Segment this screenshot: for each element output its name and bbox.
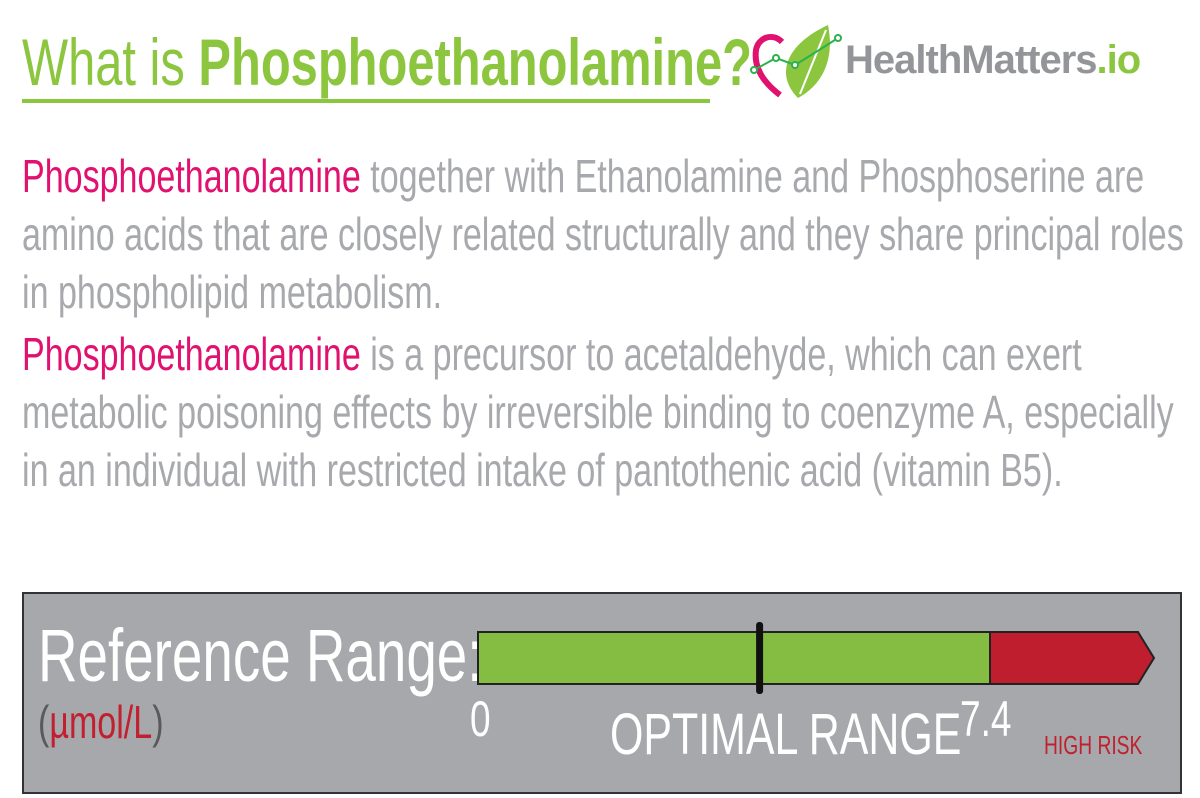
body-text: in phospholipid metabolism.	[22, 266, 443, 318]
value-marker	[756, 622, 764, 694]
body-line: Phosphoethanolamine is a precursor to ac…	[22, 326, 1200, 382]
range-bar	[477, 622, 1156, 694]
body-line-text: in an individual with restricted intake …	[22, 442, 1063, 498]
body-line-text: amino acids that are closely related str…	[22, 206, 1184, 262]
body-text: metabolic poisoning effects by irreversi…	[22, 386, 1174, 438]
heart-leaf-icon	[750, 25, 842, 98]
logo-suffix: .io	[1096, 38, 1142, 82]
highlight-term: Phosphoethanolamine	[22, 150, 361, 202]
title-underline	[22, 99, 710, 103]
reference-range-panel: Reference Range: (µmol/L) 0 OPTIMAL RANG…	[22, 592, 1182, 794]
body-line: metabolic poisoning effects by irreversi…	[22, 384, 1200, 440]
body-text: together with Ethanolamine and Phosphose…	[360, 150, 1145, 202]
body-line: amino acids that are closely related str…	[22, 206, 1200, 262]
body-line: Phosphoethanolamine together with Ethano…	[22, 148, 1200, 204]
optimal-range-label: OPTIMAL RANGE	[610, 706, 1085, 764]
optimal-text: OPTIMAL RANGE	[610, 702, 962, 767]
body-text: is a precursor to acetaldehyde, which ca…	[360, 328, 1082, 380]
paren-close: )	[152, 696, 164, 748]
page-title: What is Phosphoethanolamine?	[22, 22, 1008, 102]
logo-name: HealthMatters	[845, 38, 1098, 82]
range-max-label: 7.4	[960, 694, 1030, 744]
highlight-term: Phosphoethanolamine	[22, 328, 361, 380]
optimal-segment	[477, 631, 991, 685]
body-text: in an individual with restricted intake …	[22, 444, 1063, 496]
logo-text: HealthMatters.io	[845, 38, 1142, 83]
body-line-text: metabolic poisoning effects by irreversi…	[22, 384, 1174, 440]
range-min-label: 0	[470, 694, 498, 744]
body-line-text: Phosphoethanolamine is a precursor to ac…	[22, 326, 1082, 382]
title-prefix: What is	[22, 25, 199, 99]
paren-open: (	[38, 696, 50, 748]
title-term: Phosphoethanolamine?	[198, 25, 752, 99]
body-line: in an individual with restricted intake …	[22, 442, 1200, 498]
body-line-text: Phosphoethanolamine together with Ethano…	[22, 148, 1144, 204]
unit-label: (µmol/L)	[38, 694, 208, 750]
min-text: 0	[470, 691, 491, 747]
high-risk-text: HIGH RISK	[1044, 730, 1143, 760]
unit-text: µmol/L	[49, 696, 153, 748]
reference-range-title: Reference Range:	[38, 616, 639, 696]
body-line: in phospholipid metabolism.	[22, 264, 590, 320]
reference-title-text: Reference Range:	[38, 614, 483, 697]
high-risk-label: HIGH RISK	[1044, 732, 1177, 758]
body-line-text: in phospholipid metabolism.	[22, 264, 442, 320]
body-text: amino acids that are closely related str…	[22, 208, 1184, 260]
healthmatters-logo[interactable]: HealthMatters.io	[750, 20, 1150, 100]
max-text: 7.4	[960, 691, 1012, 747]
high-risk-segment	[989, 631, 1156, 685]
